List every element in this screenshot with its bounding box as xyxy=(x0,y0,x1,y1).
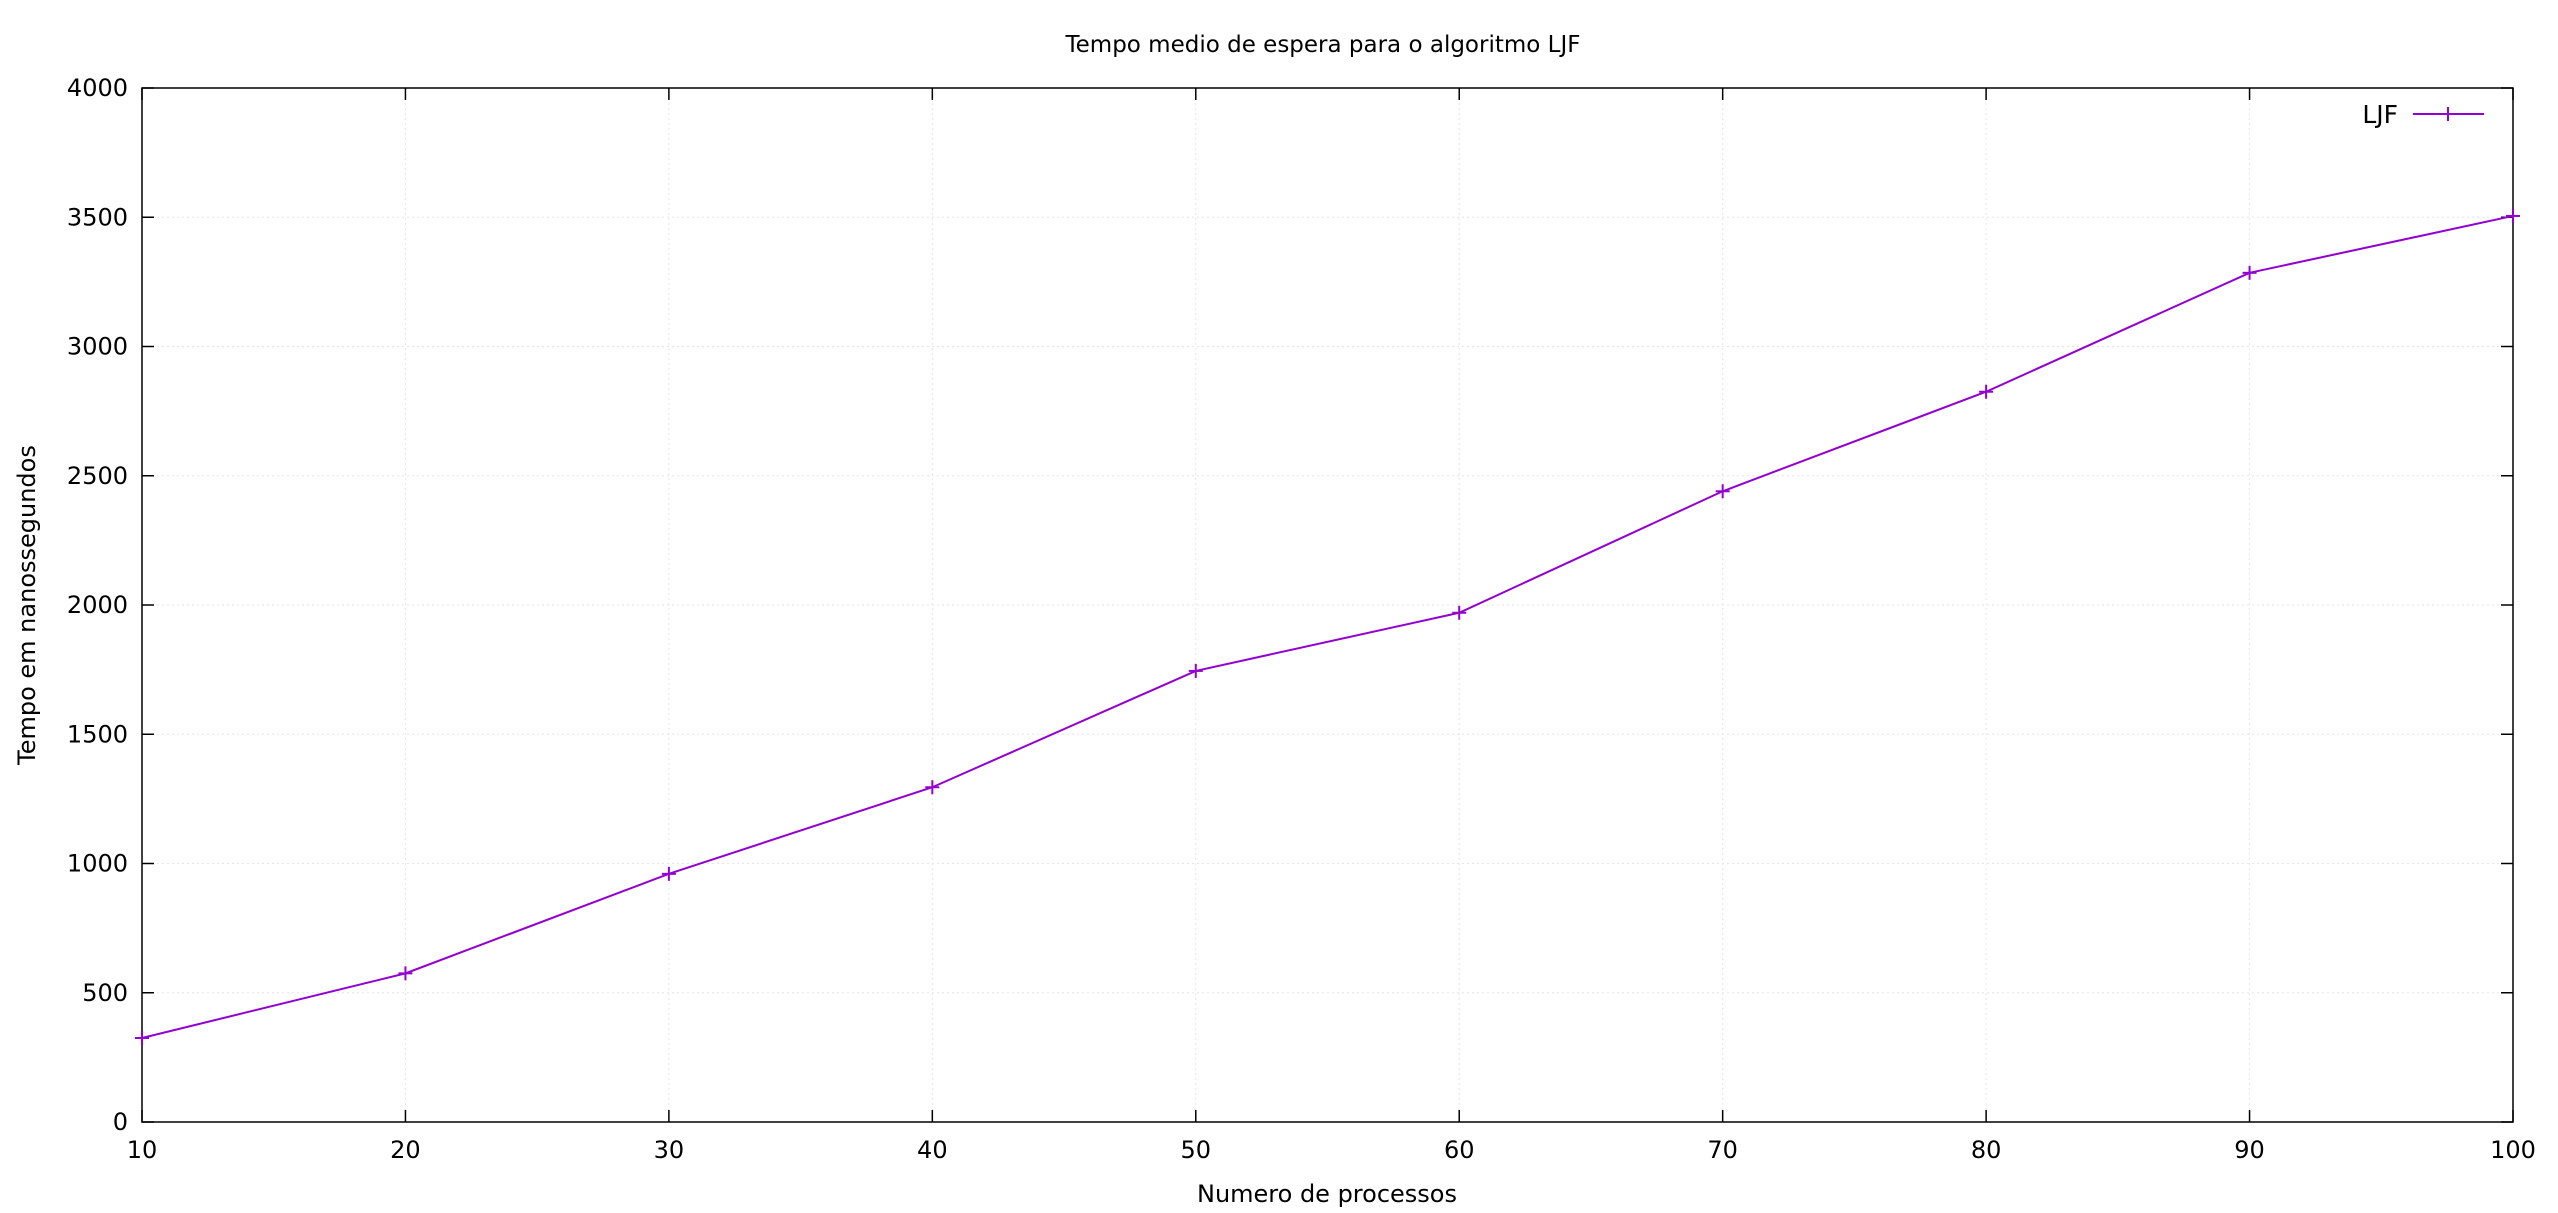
x-tick-label: 50 xyxy=(1181,1136,1212,1164)
y-tick-label: 3500 xyxy=(67,203,128,231)
data-point xyxy=(661,866,676,881)
y-tick-label: 2500 xyxy=(67,462,128,490)
y-tick-label: 1000 xyxy=(67,850,128,878)
legend-marker-ljf xyxy=(2441,107,2455,121)
data-point xyxy=(2242,265,2257,280)
x-tick-label: 40 xyxy=(917,1136,948,1164)
data-point xyxy=(1188,663,1203,678)
x-tick-label: 70 xyxy=(1707,1136,1738,1164)
x-tick-label: 10 xyxy=(127,1136,158,1164)
x-tick-label: 30 xyxy=(654,1136,685,1164)
x-tick-label: 100 xyxy=(2490,1136,2536,1164)
data-point xyxy=(1979,384,1994,399)
chart-title: Tempo medio de espera para o algoritmo L… xyxy=(1065,32,1581,58)
y-tick-label: 4000 xyxy=(67,74,128,102)
axis-ticks xyxy=(141,87,2514,1123)
legend-plus-marker xyxy=(2441,107,2455,121)
grid-lines xyxy=(141,87,2514,1123)
data-point xyxy=(135,1030,149,1045)
x-tick-label: 60 xyxy=(1444,1136,1475,1164)
series-line-ljf xyxy=(141,214,2514,1039)
legend-label-ljf: LJF xyxy=(2362,100,2398,129)
x-tick-labels: 10 20 30 40 50 60 70 80 90 100 xyxy=(127,1136,2536,1164)
data-point xyxy=(1452,605,1467,620)
series-layer xyxy=(135,208,2520,1045)
y-tick-label: 3000 xyxy=(67,333,128,361)
data-point xyxy=(398,966,413,981)
y-axis-label: Tempo em nanossegundos xyxy=(13,445,41,766)
data-point xyxy=(1715,484,1730,499)
data-point xyxy=(925,780,940,795)
y-tick-label: 500 xyxy=(82,979,128,1007)
legend: LJF xyxy=(2362,100,2484,129)
x-tick-label: 90 xyxy=(2234,1136,2265,1164)
y-tick-label: 2000 xyxy=(67,591,128,619)
y-tick-label: 0 xyxy=(113,1108,128,1136)
data-point xyxy=(2506,208,2520,223)
y-tick-label: 1500 xyxy=(67,720,128,748)
y-tick-labels: 0 500 1000 1500 2000 2500 3000 3500 4000 xyxy=(67,74,128,1136)
x-axis-label: Numero de processos xyxy=(1197,1180,1457,1208)
x-tick-label: 80 xyxy=(1971,1136,2002,1164)
x-tick-label: 20 xyxy=(390,1136,421,1164)
